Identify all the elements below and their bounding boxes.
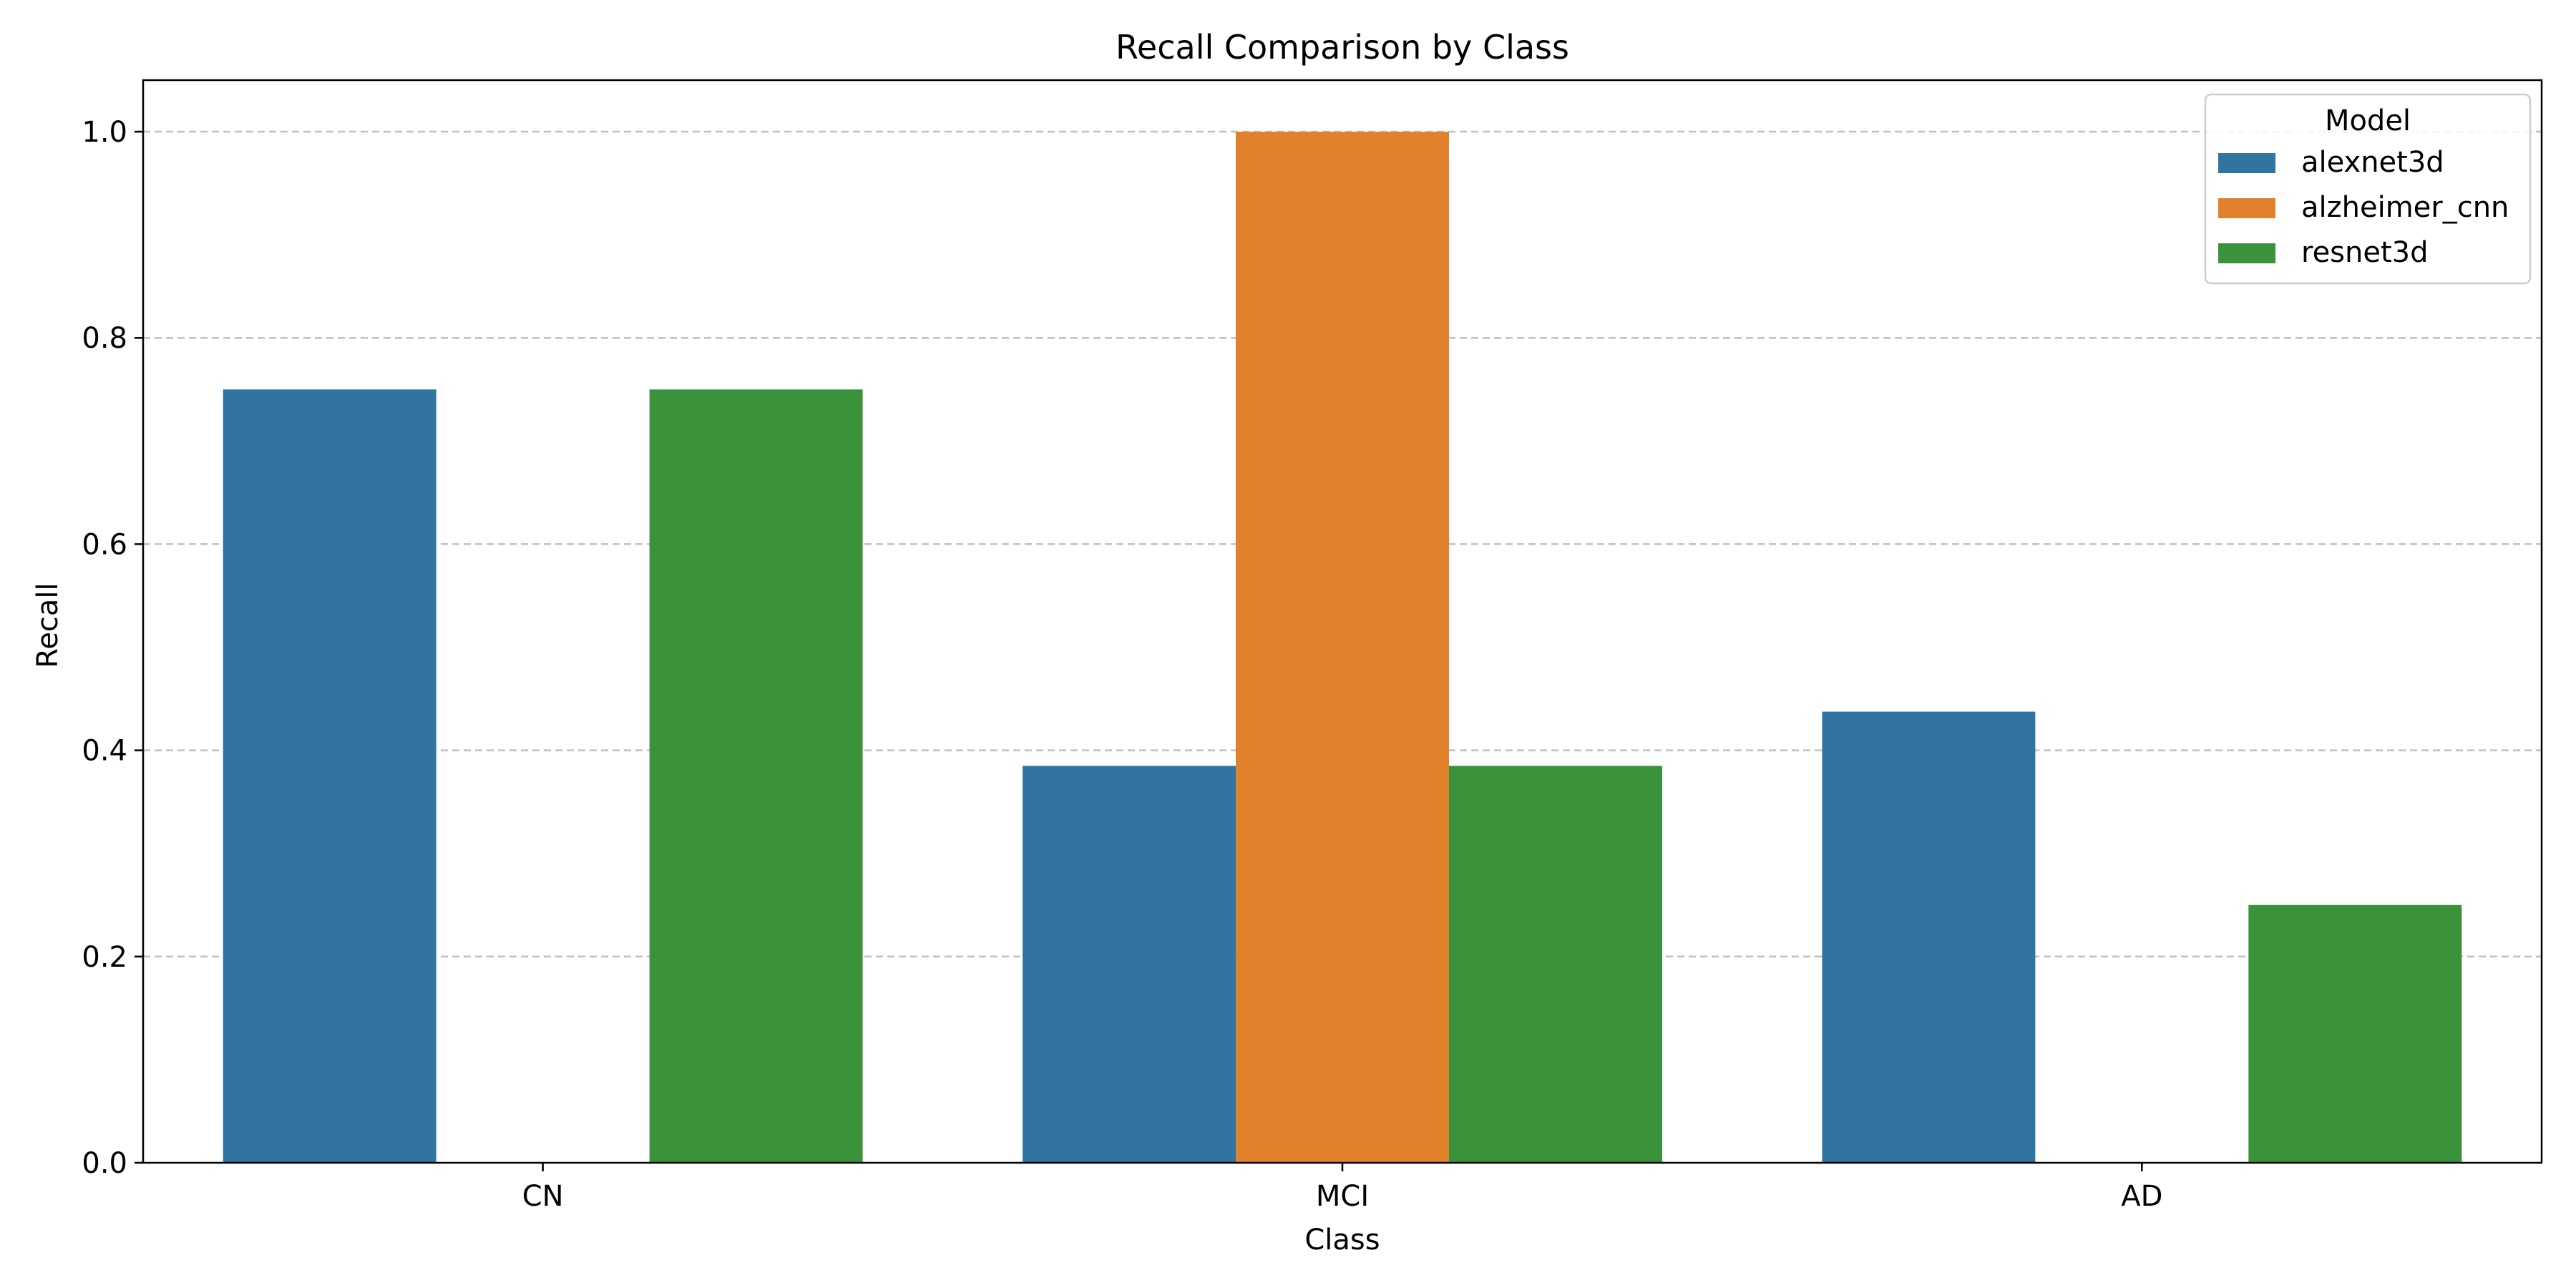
legend-swatch-resnet3d: [2218, 243, 2275, 263]
bar-alexnet3d-AD: [1822, 711, 2036, 1163]
y-axis-label: Recall: [31, 582, 64, 668]
x-tick-label: MCI: [1316, 1180, 1369, 1213]
legend-label-alexnet3d: alexnet3d: [2301, 146, 2444, 179]
bar-resnet3d-MCI: [1448, 766, 1662, 1163]
bar-resnet3d-AD: [2248, 904, 2462, 1163]
x-tick-label: AD: [2121, 1180, 2162, 1213]
legend: Model alexnet3d alzheimer_cnn resnet3d: [2204, 93, 2532, 285]
legend-label-alzheimer_cnn: alzheimer_cnn: [2301, 191, 2509, 224]
axes: 0.0 0.2 0.4 0.6 0.8 1.0 CN MCI AD: [82, 79, 2543, 1213]
y-tick-label: 0.2: [82, 941, 127, 974]
plot-frame: [142, 79, 2543, 1164]
bar-alexnet3d-CN: [223, 389, 436, 1163]
legend-swatch-alexnet3d: [2218, 153, 2275, 173]
bars: [223, 132, 2462, 1163]
bar-alexnet3d-MCI: [1023, 766, 1236, 1163]
y-tick-label: 0.4: [82, 735, 127, 768]
legend-swatch-alzheimer_cnn: [2218, 198, 2275, 218]
chart-title: Recall Comparison by Class: [1116, 28, 1569, 67]
y-tick-label: 1.0: [82, 116, 127, 149]
y-tick-label: 0.6: [82, 528, 127, 561]
x-tick-label: CN: [522, 1180, 564, 1213]
y-gridlines: [143, 130, 2542, 958]
y-tick-label: 0.8: [82, 322, 127, 355]
bar-resnet3d-CN: [649, 389, 863, 1163]
x-axis-label: Class: [1304, 1224, 1380, 1257]
bar-alzheimer_cnn-MCI: [1236, 132, 1449, 1163]
legend-title: Model: [2325, 104, 2411, 137]
legend-label-resnet3d: resnet3d: [2301, 236, 2429, 269]
y-tick-label: 0.0: [82, 1147, 127, 1180]
legend-box: [2204, 93, 2532, 285]
